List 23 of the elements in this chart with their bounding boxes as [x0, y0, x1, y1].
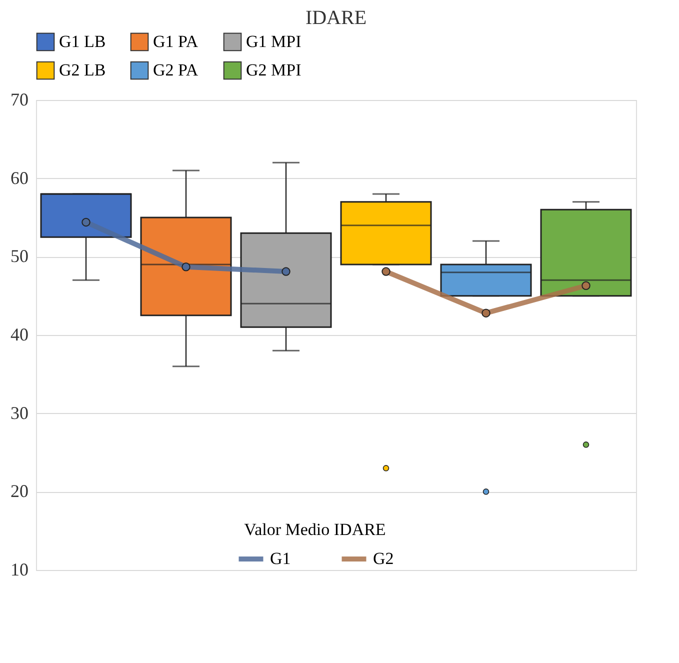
point: [282, 267, 290, 276]
point: [582, 281, 590, 290]
legend-label: G1 LB: [59, 32, 106, 51]
y-tick-label: 10: [10, 560, 28, 580]
point: [482, 308, 490, 318]
legend-label: G2: [373, 549, 394, 568]
y-tick-label: 40: [10, 324, 28, 344]
chart-title: IDARE: [305, 7, 367, 29]
legend-label: G1 MPI: [246, 32, 302, 51]
legend-label: G2 MPI: [246, 60, 302, 80]
y-tick-label: 70: [10, 90, 28, 110]
legend-label: G1 PA: [153, 32, 199, 51]
legend-title: Valor Medio IDARE: [244, 520, 386, 539]
y-tick-label: 50: [10, 246, 28, 266]
y-tick-label: 60: [10, 168, 28, 188]
legend-label: G2 PA: [153, 60, 199, 80]
point: [382, 267, 390, 276]
y-tick-label: 20: [10, 481, 28, 502]
legend-label: G2 LB: [59, 60, 106, 80]
y-tick-label: 30: [10, 402, 28, 423]
legend-label: G1: [270, 549, 291, 568]
point: [182, 262, 190, 272]
point: [82, 218, 90, 227]
